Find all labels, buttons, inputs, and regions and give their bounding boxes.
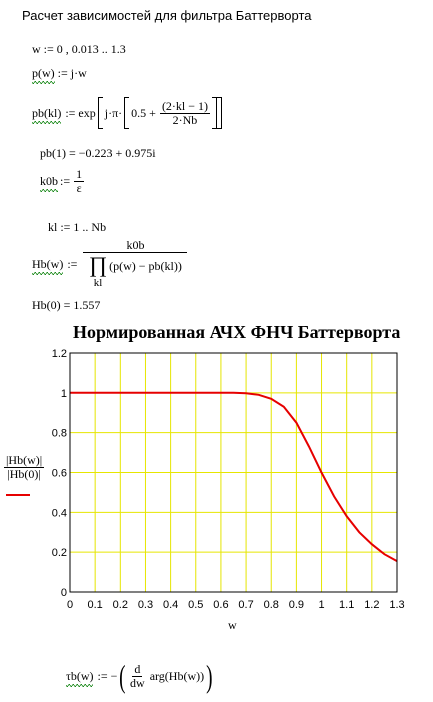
y-tick-label: 0.2 bbox=[52, 547, 67, 559]
pb-fraction: (2·kl − 1) 2·Nb bbox=[159, 98, 211, 127]
x-tick-label: 1.1 bbox=[339, 599, 354, 611]
k0b-name: k0b bbox=[40, 174, 58, 192]
worksheet-heading: Расчет зависимостей для фильтра Баттерво… bbox=[22, 8, 312, 23]
pb-definition[interactable]: pb(kl) := exp j·π· 0.5 + (2·kl − 1) 2·Nb bbox=[32, 94, 223, 132]
chart-title: Нормированная АЧХ ФНЧ Баттерворта bbox=[73, 322, 401, 342]
pb-denominator: 2·Nb bbox=[172, 112, 198, 127]
pb-exp: := exp bbox=[65, 105, 96, 120]
x-tick-label: 0.8 bbox=[264, 599, 279, 611]
pb-constant: 0.5 + bbox=[131, 105, 156, 120]
ylabel-denominator: |Hb(0)| bbox=[7, 467, 41, 481]
pb-j-pi: j·π· bbox=[104, 105, 123, 120]
tau-dw: dw bbox=[130, 675, 145, 690]
tau-assign: := − bbox=[97, 668, 118, 683]
hb-function-name: Hb(w) bbox=[32, 256, 64, 275]
x-tick-label: 0 bbox=[67, 599, 73, 611]
pb-inner-open-bracket bbox=[124, 97, 130, 129]
pb-open-bracket bbox=[97, 97, 103, 129]
chart-series bbox=[70, 391, 398, 562]
chart-grid bbox=[69, 352, 398, 593]
y-tick-label: 1 bbox=[61, 388, 67, 400]
chart-ylabel: |Hb(w)| |Hb(0)| bbox=[4, 453, 45, 481]
hb-result[interactable]: Hb(0) = 1.557 bbox=[32, 298, 101, 312]
series-line bbox=[70, 391, 398, 562]
pb-function-name: pb(kl) bbox=[32, 105, 62, 124]
x-tick-label: 0.4 bbox=[163, 599, 178, 611]
x-tick-label: 0.7 bbox=[238, 599, 253, 611]
pb-inner-close-bracket bbox=[212, 97, 218, 129]
k0b-definition[interactable]: k0b := 1 ε bbox=[40, 167, 85, 195]
y-tick-label: 0.4 bbox=[52, 507, 67, 519]
pb-numerator: (2·kl − 1) bbox=[159, 98, 211, 114]
pb-close-bracket bbox=[217, 97, 223, 129]
x-tick-label: 0.3 bbox=[138, 599, 153, 611]
x-tick-label: 1.2 bbox=[364, 599, 379, 611]
tau-function-name: τb(w) bbox=[66, 668, 94, 687]
y-tick-label: 0.8 bbox=[52, 428, 67, 440]
k0b-numerator: 1 bbox=[74, 167, 85, 182]
pb-result[interactable]: pb(1) = −0.223 + 0.975i bbox=[40, 146, 156, 160]
tau-arg: arg(Hb(w)) bbox=[149, 668, 205, 683]
ylabel-trace-marker bbox=[6, 494, 30, 496]
p-function-name: p(w) bbox=[32, 66, 55, 84]
kl-range-definition[interactable]: kl := 1 .. Nb bbox=[48, 220, 107, 234]
y-tick-label: 0 bbox=[61, 587, 67, 599]
tau-d: d bbox=[132, 661, 143, 677]
hb-product: ∏ kl bbox=[89, 254, 107, 290]
p-definition[interactable]: p(w) := j·w bbox=[32, 66, 87, 84]
x-tick-label: 0.1 bbox=[88, 599, 103, 611]
y-tick-labels: 0 0.2 0.4 0.6 0.8 1 1.2 bbox=[52, 348, 67, 599]
hb-assign: := bbox=[67, 256, 78, 271]
product-symbol: ∏ bbox=[89, 252, 108, 277]
product-index: kl bbox=[93, 277, 103, 289]
hb-definition[interactable]: Hb(w) := k0b ∏ kl (p(w) − pb(kl)) bbox=[32, 236, 188, 292]
x-tick-label: 0.2 bbox=[113, 599, 128, 611]
ylabel-numerator: |Hb(w)| bbox=[4, 453, 45, 468]
tau-close-paren: ) bbox=[206, 658, 213, 694]
hb-fraction: k0b ∏ kl (p(w) − pb(kl)) bbox=[83, 238, 188, 290]
y-tick-label: 1.2 bbox=[52, 348, 67, 360]
hb-denominator: ∏ kl (p(w) − pb(kl)) bbox=[89, 254, 182, 290]
w-range-definition[interactable]: w := 0 , 0.013 .. 1.3 bbox=[32, 42, 126, 56]
tau-definition[interactable]: τb(w) := − ( d dw arg(Hb(w)) ) bbox=[66, 658, 215, 694]
magnitude-chart[interactable]: 0 0.1 0.2 0.3 0.4 0.5 0.6 0.7 0.8 0.9 1 1.1 1.2 1.3 0… bbox=[0, 340, 433, 640]
chart-frame bbox=[69, 352, 398, 593]
x-tick-label: 0.5 bbox=[188, 599, 203, 611]
k0b-assign: := bbox=[60, 174, 71, 188]
tau-open-paren: ( bbox=[119, 658, 126, 694]
tau-derivative: d dw bbox=[128, 661, 147, 690]
x-tick-label: 0.9 bbox=[289, 599, 304, 611]
k0b-fraction: 1 ε bbox=[74, 167, 85, 195]
hb-denominator-expr: (p(w) − pb(kl)) bbox=[109, 259, 182, 273]
y-tick-label: 0.6 bbox=[52, 468, 67, 480]
x-tick-label: 0.6 bbox=[213, 599, 228, 611]
ylabel-fraction: |Hb(w)| |Hb(0)| bbox=[4, 453, 45, 481]
k0b-denominator: ε bbox=[76, 181, 82, 195]
chart-xlabel: w bbox=[228, 618, 237, 632]
p-expression: := j·w bbox=[57, 66, 87, 80]
x-tick-labels: 0 0.1 0.2 0.3 0.4 0.5 0.6 0.7 0.8 0.9 1 1.1 1.2 1.3 bbox=[67, 599, 405, 611]
x-tick-label: 1.3 bbox=[389, 599, 404, 611]
x-tick-label: 1 bbox=[318, 599, 324, 611]
hb-numerator: k0b bbox=[83, 238, 188, 253]
